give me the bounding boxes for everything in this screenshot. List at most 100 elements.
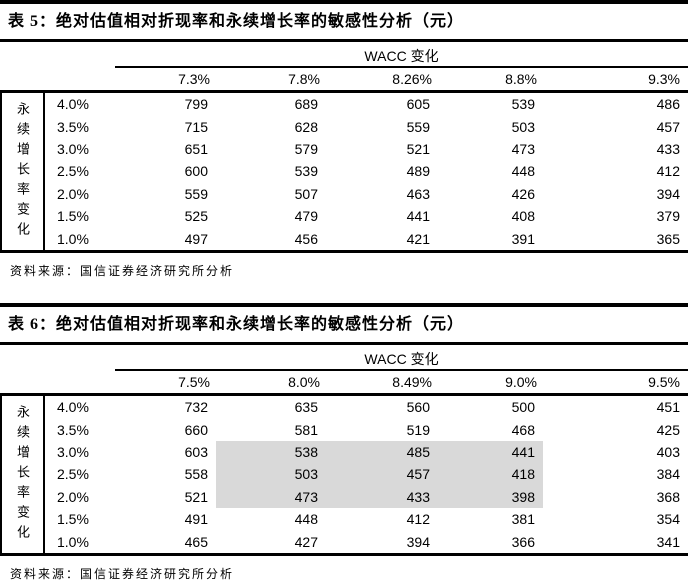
row-label: 1.5% [57, 208, 89, 225]
table-row: 1.5% 491 448 412 381 354 [45, 508, 688, 530]
value-cell: 425 [656, 421, 680, 438]
value-cell: 660 [184, 421, 208, 438]
value-cell: 491 [184, 511, 208, 528]
value-cell: 412 [656, 163, 680, 180]
value-cell-highlighted: 398 [438, 485, 543, 509]
value-cell: 715 [184, 118, 208, 135]
row-label: 3.0% [57, 444, 89, 461]
value-cell: 433 [656, 141, 680, 158]
value-cell: 507 [294, 185, 318, 202]
value-cell: 441 [406, 208, 430, 225]
table-body: 永续增长率变化 4.0% 799 689 605 539 486 3.5% 715 628 559… [0, 90, 688, 253]
table-6-block: 表 6：绝对估值相对折现率和永续增长率的敏感性分析（元） WACC 变化 7.5… [0, 303, 688, 582]
value-cell: 559 [184, 185, 208, 202]
row-label: 1.5% [57, 511, 89, 528]
table-row: 3.5% 715 628 559 503 457 [45, 115, 688, 137]
value-cell: 558 [184, 466, 208, 483]
value-cell-highlighted: 485 [326, 440, 438, 464]
value-cell: 463 [406, 185, 430, 202]
value-cell-highlighted: 418 [438, 463, 543, 486]
value-cell: 519 [406, 421, 430, 438]
value-cell: 732 [184, 399, 208, 416]
value-cell-highlighted: 538 [216, 440, 326, 464]
row-label: 2.0% [57, 488, 89, 505]
value-cell-highlighted: 457 [326, 463, 438, 486]
value-cell: 465 [184, 533, 208, 550]
value-cell: 628 [294, 118, 318, 135]
value-cell: 408 [511, 208, 535, 225]
title-bottom-rule [0, 39, 688, 42]
value-cell: 489 [406, 163, 430, 180]
value-cell: 521 [406, 141, 430, 158]
column-header: 9.0% [505, 374, 537, 390]
value-cell: 451 [656, 399, 680, 416]
row-axis-label-column: 永续增长率变化 [0, 396, 45, 553]
value-cell: 559 [406, 118, 430, 135]
value-cell: 600 [184, 163, 208, 180]
table-row: 2.5% 600 539 489 448 412 [45, 160, 688, 182]
source-note: 资料来源：国信证券经济研究所分析 [10, 567, 235, 581]
value-cell: 368 [656, 488, 680, 505]
value-cell: 456 [294, 230, 318, 247]
value-cell: 391 [511, 230, 535, 247]
column-header: 8.26% [392, 71, 432, 87]
value-cell: 479 [294, 208, 318, 225]
value-cell: 500 [511, 399, 535, 416]
value-cell: 354 [656, 511, 680, 528]
value-cell: 379 [656, 208, 680, 225]
value-cell: 394 [406, 533, 430, 550]
wacc-group-label: WACC 变化 [364, 351, 439, 367]
wacc-underline-rule [115, 369, 688, 371]
value-cell: 421 [406, 230, 430, 247]
value-cell-highlighted: 503 [216, 463, 326, 486]
row-label: 1.0% [57, 230, 89, 247]
column-header: 8.8% [505, 71, 537, 87]
column-header-row: 7.3% 7.8% 8.26% 8.8% 9.3% [0, 68, 688, 90]
value-cell: 448 [294, 511, 318, 528]
value-cell: 635 [294, 399, 318, 416]
value-cell: 412 [406, 511, 430, 528]
table-row: 1.0% 497 456 421 391 365 [45, 228, 688, 250]
value-cell: 560 [406, 399, 430, 416]
table-row: 1.5% 525 479 441 408 379 [45, 205, 688, 227]
value-cell: 457 [656, 118, 680, 135]
row-axis-label-column: 永续增长率变化 [0, 93, 45, 250]
row-label: 4.0% [57, 399, 89, 416]
row-label: 4.0% [57, 96, 89, 113]
table-row: 3.0% 603 538 485 441 403 [45, 440, 688, 464]
value-cell: 581 [294, 421, 318, 438]
table-row: 2.0% 559 507 463 426 394 [45, 183, 688, 205]
value-cell: 365 [656, 230, 680, 247]
value-cell: 605 [406, 96, 430, 113]
value-cell: 427 [294, 533, 318, 550]
value-cell: 539 [511, 96, 535, 113]
source-note: 资料来源：国信证券经济研究所分析 [10, 264, 235, 278]
value-cell: 503 [511, 118, 535, 135]
value-cell: 366 [511, 533, 535, 550]
value-cell: 381 [511, 511, 535, 528]
value-cell: 497 [184, 230, 208, 247]
table-row: 2.0% 521 473 433 398 368 [45, 485, 688, 509]
value-cell-highlighted: 433 [326, 485, 438, 509]
column-header: 9.5% [648, 374, 680, 390]
table-row: 2.5% 558 503 457 418 384 [45, 463, 688, 486]
wacc-group-header: WACC 变化 [0, 345, 688, 369]
table-body-rows: 4.0% 799 689 605 539 486 3.5% 715 628 559 503 457 3.… [45, 93, 688, 250]
value-cell-highlighted: 473 [216, 485, 326, 509]
row-label: 2.0% [57, 185, 89, 202]
value-cell: 486 [656, 96, 680, 113]
row-axis-label: 永续增长率变化 [15, 101, 30, 242]
title-bottom-rule [0, 342, 688, 345]
table-6-title: 表 6：绝对估值相对折现率和永续增长率的敏感性分析（元） [8, 316, 465, 333]
value-cell: 448 [511, 163, 535, 180]
wacc-underline-rule [115, 66, 688, 68]
row-label: 3.5% [57, 118, 89, 135]
table-5-title: 表 5：绝对估值相对折现率和永续增长率的敏感性分析（元） [8, 13, 465, 30]
column-header: 7.5% [178, 374, 210, 390]
row-axis-label: 永续增长率变化 [15, 404, 30, 545]
value-cell: 799 [184, 96, 208, 113]
value-cell: 426 [511, 185, 535, 202]
column-header: 8.49% [392, 374, 432, 390]
row-label: 2.5% [57, 163, 89, 180]
value-cell-highlighted: 441 [438, 440, 543, 464]
